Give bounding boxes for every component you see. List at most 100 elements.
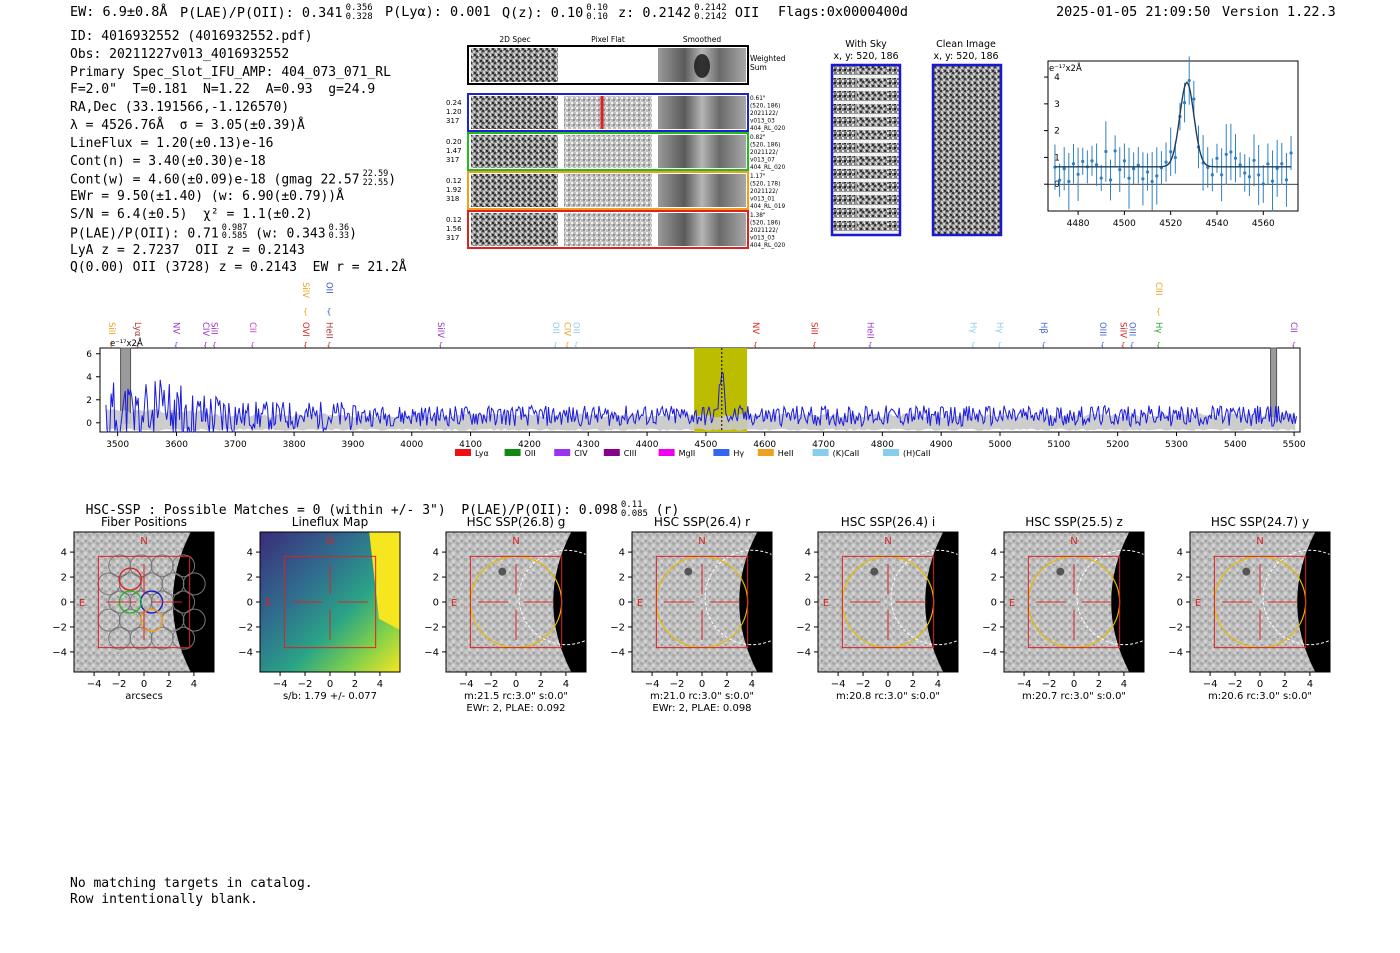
line-label: SiII xyxy=(209,322,219,335)
zoom-point xyxy=(1284,178,1289,182)
line-brace: { xyxy=(303,307,308,316)
weighted-label: Weighted xyxy=(750,54,786,63)
smoothed-image xyxy=(658,174,746,207)
search-box xyxy=(841,555,935,649)
with-sky-image xyxy=(830,63,902,237)
cutout-xtick-label: −2 xyxy=(670,679,685,690)
fiber-orange xyxy=(139,608,164,632)
legend-item: MgII xyxy=(658,449,695,458)
full-xtick-label: 3700 xyxy=(224,440,247,450)
flux-hotspot xyxy=(369,532,400,630)
zoom-point xyxy=(1229,150,1233,154)
faint-source xyxy=(1242,567,1251,576)
catalog-note: No matching targets in catalog. Row inte… xyxy=(70,876,313,907)
line-brace: { xyxy=(1041,341,1046,350)
row-meta: 0.61" xyxy=(750,96,766,102)
search-box xyxy=(283,555,377,649)
zoom-point xyxy=(1220,173,1224,177)
line-label: CIV xyxy=(562,322,572,336)
line-label: NV xyxy=(170,322,180,334)
fiber-circle xyxy=(182,572,206,596)
pixel-flat-image xyxy=(564,96,652,129)
zoom-point xyxy=(1145,170,1150,174)
fiber-circle xyxy=(129,626,153,650)
zoom-xtick-label: 4520 xyxy=(1159,219,1182,229)
info-ewr: EWr = 9.50(±1.40) (w: 6.90(±0.79))Å xyxy=(70,189,344,205)
spec2d-svg: 2D Spec Pixel Flat Smoothed Weighted Sum… xyxy=(446,35,786,249)
cutout-ytick-label: 2 xyxy=(61,573,67,584)
cutout-title: HSC SSP(25.5) z xyxy=(1025,515,1123,529)
search-box xyxy=(1027,555,1121,649)
row-norm: 1.20 xyxy=(446,108,462,116)
cutout-ytick-label: 0 xyxy=(991,598,997,609)
zoom-point xyxy=(1099,176,1103,180)
cutout-xtick-label: 2 xyxy=(1096,679,1102,690)
line-brace: { xyxy=(438,341,443,350)
zoom-point xyxy=(1192,97,1196,101)
row-weight: 0.20 xyxy=(446,138,462,146)
row-meta: (520, 178) xyxy=(750,182,780,188)
info-lineflux: LineFlux = 1.20(±0.13)e-16 xyxy=(70,135,274,151)
zoom-point xyxy=(1261,182,1265,186)
cutout-xtick-label: 4 xyxy=(1121,679,1127,690)
full-ytick-label: 2 xyxy=(86,396,92,406)
pixel-flat-image xyxy=(564,213,652,246)
flags: Flags:0x0000400d xyxy=(778,4,909,20)
row-meta: 2021122/ xyxy=(750,150,778,156)
zoom-point xyxy=(1169,150,1173,154)
row-meta: 404_RL_019 xyxy=(750,204,785,210)
with-sky-title: With Sky xyxy=(845,39,887,50)
spectrum-line xyxy=(105,371,1297,433)
legend-swatch xyxy=(554,449,571,456)
legend-item: CIII xyxy=(603,449,636,458)
info-primary-spec: Primary Spec_Slot_IFU_AMP: 404_073_071_R… xyxy=(70,64,391,80)
plae-hi: 0.356 xyxy=(345,3,373,13)
legend-item: (H)CaII xyxy=(883,449,930,458)
line-brace: { xyxy=(173,341,178,350)
row-meta: 2021122/ xyxy=(750,228,778,234)
catalog-note-line1: No matching targets in catalog. xyxy=(70,876,313,891)
north-label: N xyxy=(698,536,705,547)
cutout-xtick-label: 2 xyxy=(538,679,544,690)
info-lya-oii-z: LyA z = 2.7237 OII z = 0.2143 xyxy=(70,242,305,258)
pixel-flat-image xyxy=(564,135,652,168)
line-brace: { xyxy=(1291,341,1296,350)
full-xtick-label: 4800 xyxy=(871,440,894,450)
row-id: 317 xyxy=(446,117,459,125)
north-label: N xyxy=(140,536,147,547)
zoom-point xyxy=(1132,167,1136,171)
fiber-circle xyxy=(172,554,196,578)
row-meta: 2021122/ xyxy=(750,189,778,195)
full-xtick-label: 5200 xyxy=(1106,440,1129,450)
row-id: 318 xyxy=(446,195,459,203)
cutout-xtick-label: 4 xyxy=(191,679,197,690)
row-meta: 1.17" xyxy=(750,174,766,180)
cutout-ytick-label: 0 xyxy=(61,598,67,609)
legend-swatch xyxy=(455,449,471,456)
north-label: N xyxy=(1256,536,1263,547)
info-radec: RA,Dec (33.191566,-1.126570) xyxy=(70,100,290,116)
cutout-ytick-label: 2 xyxy=(1177,573,1183,584)
neighbor-ellipse xyxy=(890,549,986,646)
cutout-title: Lineflux Map xyxy=(292,515,368,529)
line-label-top: SiIV xyxy=(300,282,310,298)
full-xtick-label: 5300 xyxy=(1165,440,1188,450)
datetime: 2025-01-05 21:09:50 xyxy=(1056,4,1211,20)
sum-label: Sum xyxy=(750,63,767,72)
faint-source xyxy=(1056,567,1065,576)
cutout-ytick-label: 4 xyxy=(1177,548,1183,559)
zoom-point xyxy=(1081,159,1085,163)
search-box xyxy=(1213,555,1307,649)
faint-source xyxy=(870,567,879,576)
cutout-ytick-label: −4 xyxy=(1168,647,1183,658)
line-label-top: CIII xyxy=(1153,282,1163,295)
row-meta: (520, 186) xyxy=(750,104,780,110)
spec2d-image xyxy=(471,96,558,129)
zoom-ytick-label: 1 xyxy=(1054,153,1060,163)
cutout-xtick-label: 4 xyxy=(935,679,941,690)
cutout-caption: m:20.8 rc:3.0" s:0.0" xyxy=(836,691,940,702)
row-norm: 1.47 xyxy=(446,147,462,155)
